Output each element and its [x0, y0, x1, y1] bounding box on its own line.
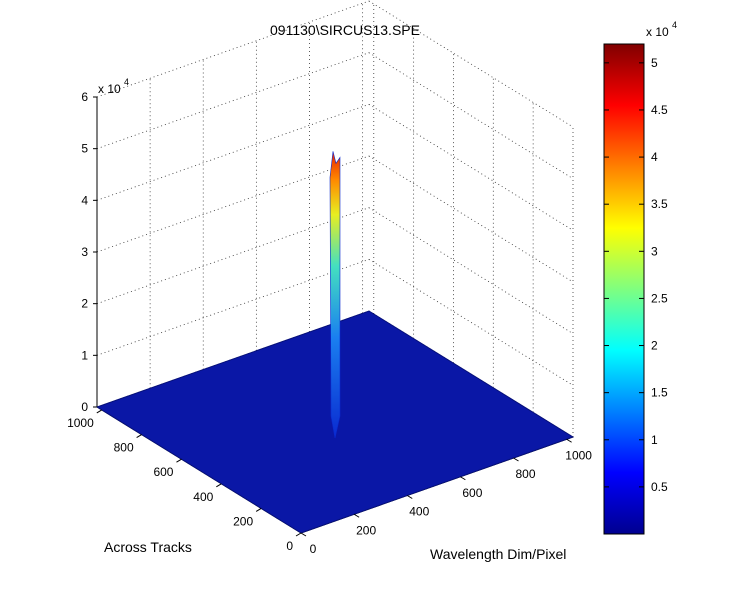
- colorbar-exponent-base: x 10: [646, 25, 669, 39]
- y-tick-label: 800: [114, 441, 134, 455]
- colorbar-exponent-label: x 10 4: [646, 20, 677, 39]
- x-tick-label: 200: [356, 523, 376, 537]
- gridline: [96, 103, 370, 201]
- y-tick-mark: [255, 507, 262, 512]
- y-axis-label: Across Tracks: [104, 539, 192, 555]
- x-tick-mark: [513, 457, 519, 462]
- colorbar-tick-label: 1: [651, 433, 658, 447]
- z-tick-label: 0: [81, 400, 88, 414]
- z-tick-label: 3: [81, 245, 88, 259]
- gridline: [368, 207, 574, 335]
- z-exponent-power: 4: [124, 77, 129, 87]
- y-tick-label: 1000: [67, 416, 94, 430]
- colorbar-tick-label: 4.5: [651, 103, 668, 117]
- y-tick-mark: [216, 483, 222, 488]
- colorbar-tick-label: 2: [651, 339, 658, 353]
- colorbar-ticks: 0.5 1 1.5 2 2.5 3 3.5 4 4.5 5: [604, 56, 668, 494]
- colorbar-tick-label: 1.5: [651, 386, 668, 400]
- colorbar-tick-label: 3: [651, 244, 658, 258]
- z-tick-label: 5: [81, 142, 88, 156]
- x-tick-label: 0: [310, 542, 317, 556]
- z-tick-label: 2: [81, 297, 88, 311]
- z-tick-label: 4: [81, 193, 88, 207]
- x-tick-mark: [300, 532, 307, 537]
- x-axis-label: Wavelength Dim/Pixel: [430, 546, 566, 562]
- y-tick-mark: [136, 434, 142, 438]
- z-tick-label: 6: [81, 90, 88, 104]
- colorbar-tick-label: 4: [651, 150, 658, 164]
- colorbar-exponent-power: 4: [672, 20, 677, 30]
- x-tick-label: 400: [409, 505, 429, 519]
- gridline: [96, 207, 370, 305]
- gridline: [96, 0, 370, 98]
- tick-labels: 0 200 400 600 800 1000 0 200 400 600 800 1000 0 1 2 3 4 5…: [67, 90, 592, 556]
- y-tick-mark: [96, 409, 103, 414]
- z-exponent-label: x 10 4: [98, 77, 129, 96]
- colorbar-tick-label: 0.5: [651, 480, 668, 494]
- x-tick-mark: [566, 438, 572, 443]
- gridline: [96, 155, 370, 253]
- x-tick-label: 800: [515, 467, 535, 481]
- y-tick-label: 400: [193, 490, 213, 504]
- gridline: [96, 52, 370, 150]
- chart-title: 091130\SIRCUS13.SPE: [270, 22, 420, 38]
- x-tick-mark: [406, 495, 413, 499]
- floor-layer: [95, 151, 575, 534]
- gridline: [368, 0, 574, 128]
- colorbar-tick-label: 3.5: [651, 197, 668, 211]
- y-tick-mark: [176, 458, 182, 463]
- x-tick-label: 1000: [565, 448, 592, 462]
- x-tick-label: 600: [462, 486, 482, 500]
- colorbar-tick-label: 2.5: [651, 291, 668, 305]
- colorbar-gradient: [603, 43, 645, 535]
- y-tick-label: 200: [233, 514, 253, 528]
- gridline: [96, 258, 370, 356]
- colorbar-tick-label: 5: [651, 56, 658, 70]
- x-tick-mark: [353, 513, 360, 518]
- y-tick-label: 0: [286, 539, 293, 553]
- surface-peak: [329, 151, 341, 439]
- gridline: [368, 103, 574, 231]
- z-tick-label: 1: [81, 348, 88, 362]
- z-exponent-base: x 10: [98, 82, 121, 96]
- y-tick-label: 600: [153, 465, 173, 479]
- gridline: [368, 155, 574, 283]
- y-tick-mark: [295, 532, 302, 537]
- x-tick-mark: [460, 476, 466, 481]
- colorbar: 0.5 1 1.5 2 2.5 3 3.5 4 4.5 5 x 10 4: [603, 20, 677, 535]
- gridline: [368, 52, 574, 180]
